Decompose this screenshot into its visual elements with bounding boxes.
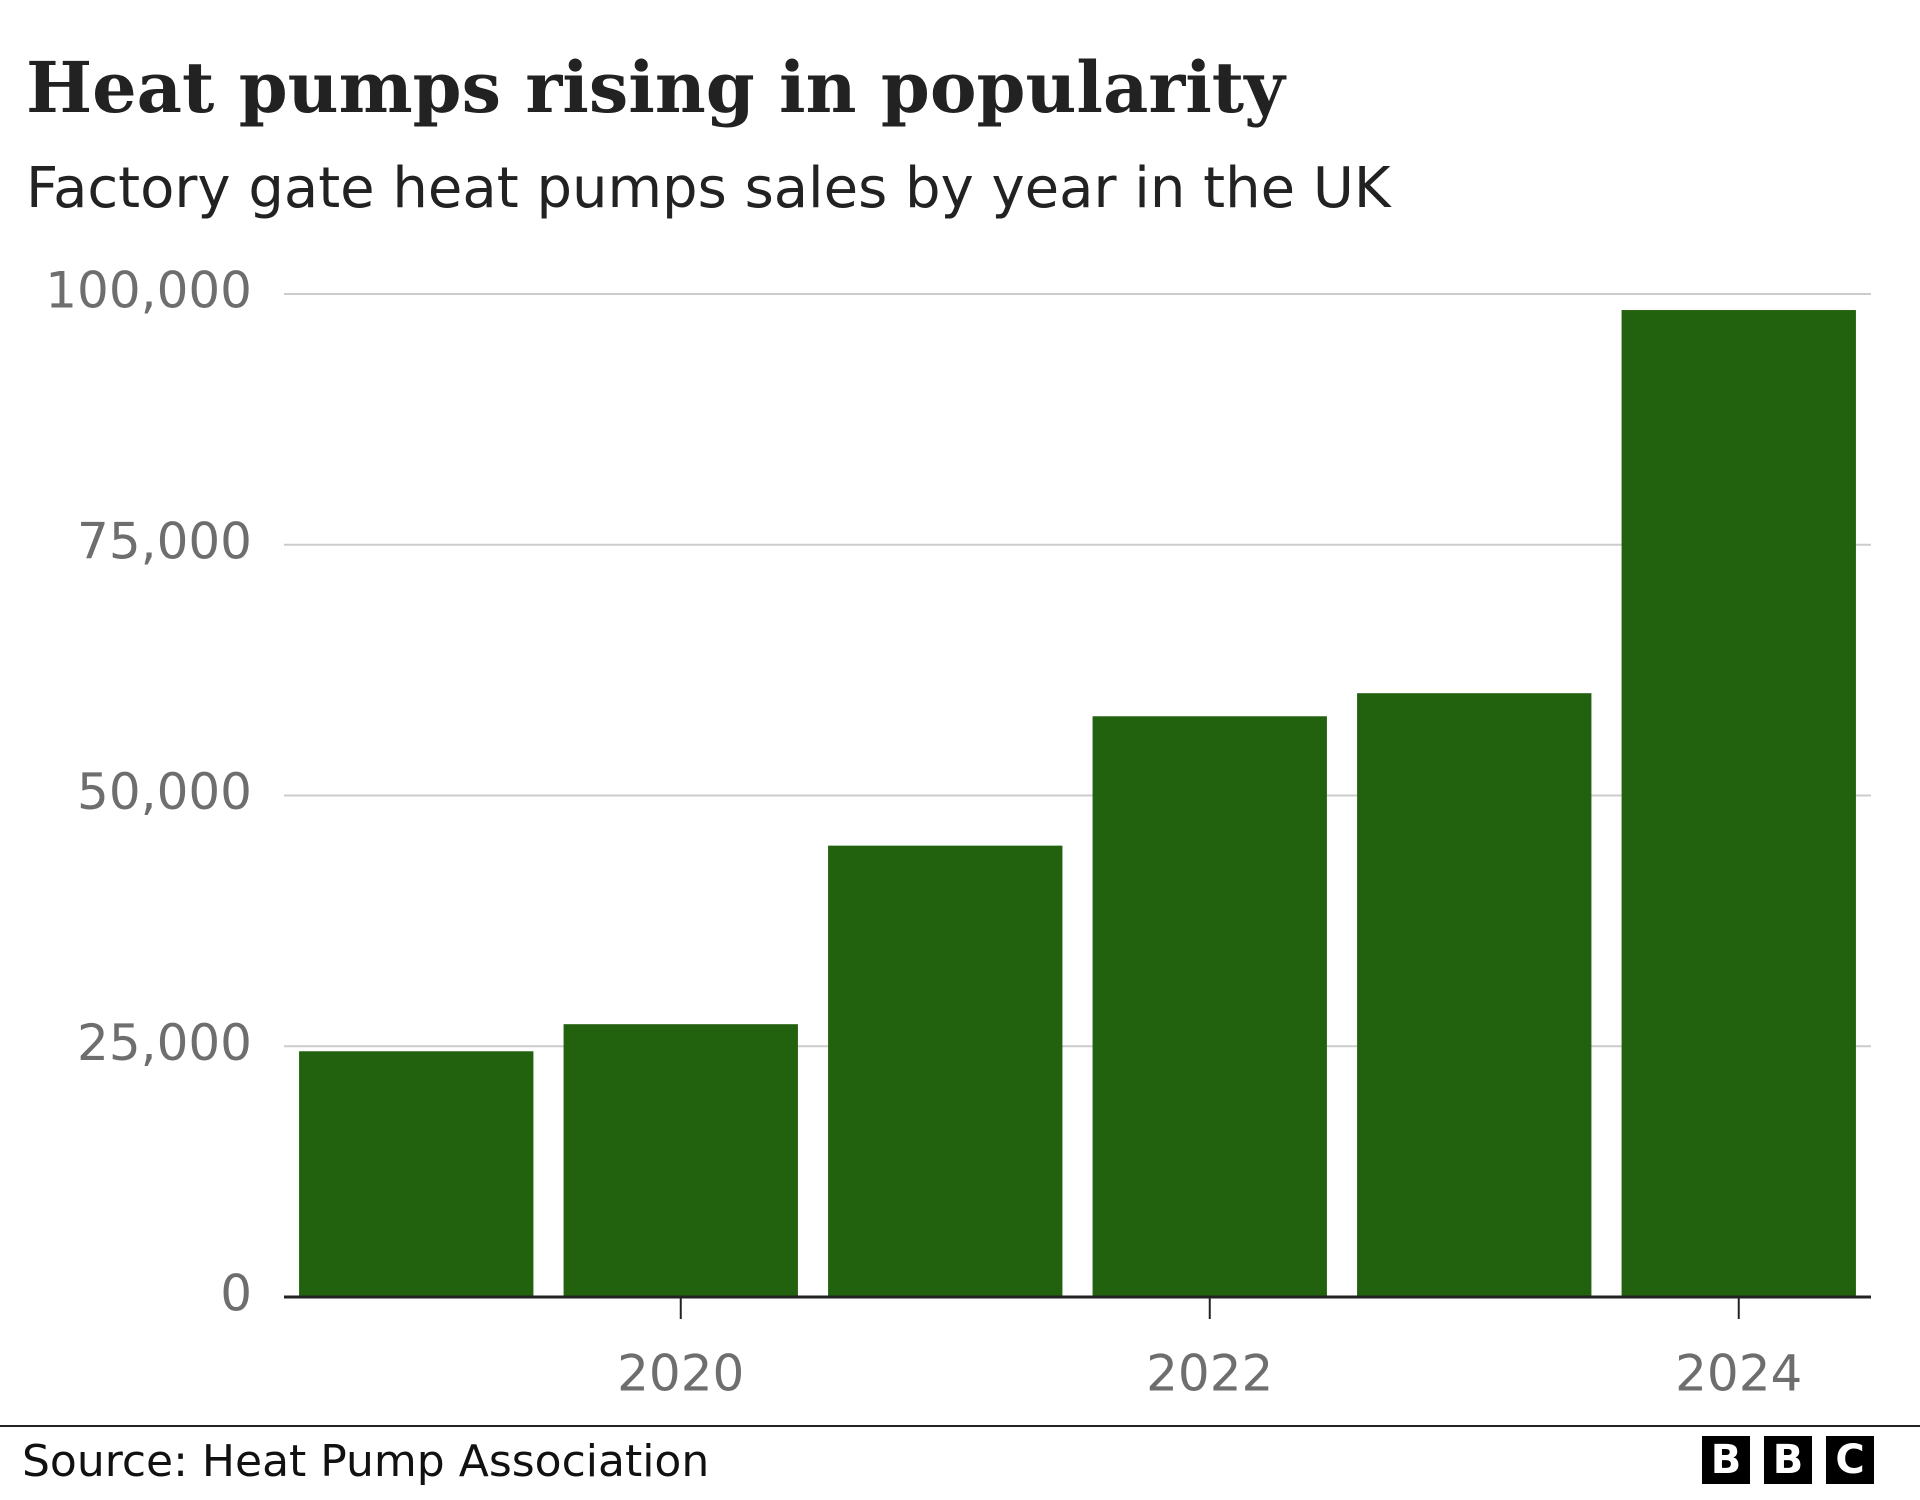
source: Source: Heat Pump Association	[22, 1436, 709, 1487]
bar	[299, 1051, 534, 1297]
logo-box	[1702, 1436, 1750, 1484]
logo-box	[1826, 1436, 1874, 1484]
bar	[828, 845, 1063, 1297]
y-tick-label: 25,000	[77, 1014, 252, 1072]
x-tick-label: 2020	[617, 1345, 744, 1403]
logo-letter: B	[1711, 1437, 1742, 1483]
y-tick-label: 0	[220, 1265, 252, 1323]
x-tick-label: 2022	[1146, 1345, 1273, 1403]
chart-title: Heat pumps rising in popularity	[26, 46, 1287, 129]
logo-box	[1764, 1436, 1812, 1484]
bar	[563, 1024, 798, 1297]
y-tick-label: 50,000	[77, 763, 252, 821]
logo-letter: C	[1835, 1437, 1864, 1483]
y-tick-label: 100,000	[45, 262, 252, 320]
y-tick-label: 75,000	[77, 512, 252, 570]
x-tick-label: 2024	[1675, 1345, 1802, 1403]
chart-subtitle: Factory gate heat pumps sales by year in…	[26, 156, 1392, 221]
bar	[1357, 693, 1592, 1297]
bar	[1092, 716, 1327, 1297]
logo-letter: B	[1773, 1437, 1804, 1483]
bar	[1621, 310, 1856, 1298]
